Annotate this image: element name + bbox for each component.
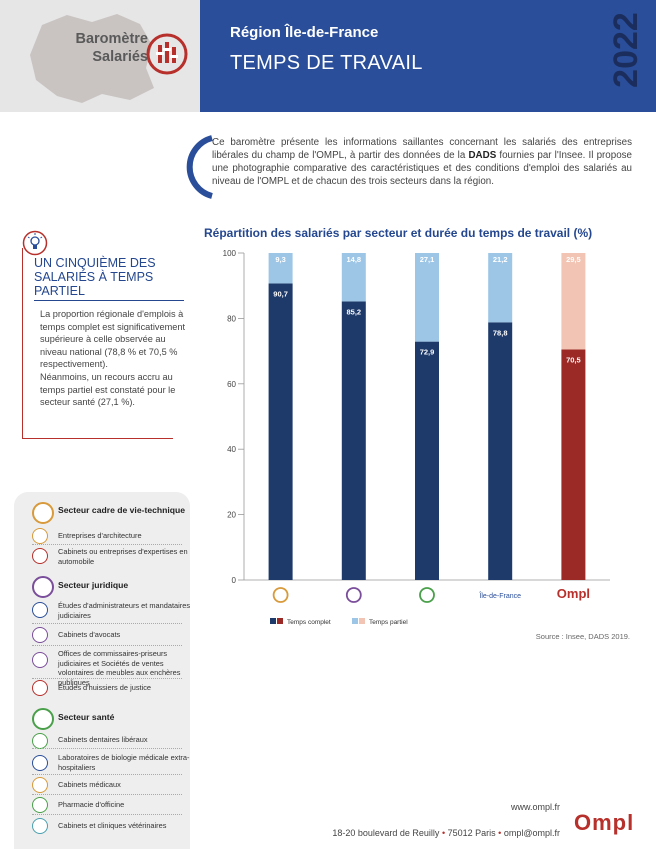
divider <box>32 774 182 775</box>
category-label: Île-de-France <box>478 591 521 600</box>
bar-temps-partiel <box>488 253 513 323</box>
health-cross-icon <box>32 708 54 730</box>
footer-address: 18-20 boulevard de Reuilly • 75012 Paris… <box>332 828 560 838</box>
bar-temps-complet <box>268 283 293 580</box>
y-tick-label: 100 <box>223 249 237 258</box>
bar-temps-complet <box>415 341 439 580</box>
sector-item: Cabinets dentaires libéraux <box>58 735 148 744</box>
page-title: TEMPS DE TRAVAIL <box>230 52 423 74</box>
data-label-complet: 70,5 <box>566 355 581 364</box>
footer-url[interactable]: www.ompl.fr <box>510 802 560 812</box>
chart-title: Répartition des salariés par secteur et … <box>204 226 593 240</box>
car-icon <box>32 548 48 564</box>
key-finding-title: UN CINQUIÈME DES SALARIÉS À TEMPS PARTIE… <box>34 256 156 298</box>
architecture-icon <box>32 528 48 544</box>
region-name: Région Île-de-France <box>230 24 379 41</box>
sector-item: Pharmacie d'officine <box>58 800 125 809</box>
y-tick-label: 40 <box>227 445 236 454</box>
y-tick-label: 80 <box>227 314 236 323</box>
data-label-complet: 78,8 <box>493 328 508 337</box>
sector-item: Cabinets médicaux <box>58 780 121 789</box>
legend-swatch-complet-ompl <box>277 618 283 624</box>
bar-temps-partiel <box>268 253 293 284</box>
divider <box>32 623 182 624</box>
data-label-partiel: 21,2 <box>493 255 508 264</box>
sector-item: Offices de commissaires-priseurs judicia… <box>58 649 181 687</box>
gavel-icon <box>32 652 48 668</box>
health-cross-icon <box>419 587 435 603</box>
sector-item: Entreprises d'architecture <box>58 531 142 540</box>
cadre-de-vie-icon <box>272 587 289 603</box>
data-label-complet: 90,7 <box>273 289 288 298</box>
scales-of-justice-icon <box>32 576 54 598</box>
bar-temps-complet <box>561 349 586 580</box>
divider <box>32 814 182 815</box>
sector-item: Cabinets ou entreprises d'expertises en … <box>58 547 188 566</box>
divider <box>32 794 182 795</box>
legend-swatch-complet-main <box>270 618 276 624</box>
y-tick-label: 0 <box>232 576 237 585</box>
pharmacy-cross-icon <box>32 797 48 813</box>
sector-title-juridique: Secteur juridique <box>58 580 129 590</box>
key-finding-box: UN CINQUIÈME DES SALARIÉS À TEMPS PARTIE… <box>22 230 190 439</box>
legend-swatch-partiel-main <box>352 618 358 624</box>
category-label: Ompl <box>557 586 590 601</box>
paw-icon <box>32 818 48 834</box>
intro-bracket-icon <box>186 135 213 199</box>
sector-item: Études d'administrateurs et mandataires … <box>58 601 191 620</box>
sector-item: Laboratoires de biologie médicale extra-… <box>58 753 190 772</box>
key-finding-divider <box>34 300 184 301</box>
brand-title: Baromètre Salariés <box>75 31 148 65</box>
sector-item: Études d'huissiers de justice <box>58 683 152 692</box>
tooth-icon <box>32 733 48 749</box>
data-label-partiel: 29,5 <box>566 255 581 264</box>
scales-of-justice-icon <box>345 587 362 603</box>
stethoscope-icon <box>32 777 48 793</box>
bar-temps-partiel <box>341 253 366 302</box>
sector-sidebar: Secteur cadre de vie-technique Entrepris… <box>14 492 190 849</box>
sector-title-cadre: Secteur cadre de vie-technique <box>58 505 186 515</box>
year-label: 2022 <box>607 12 645 88</box>
barometer-icon <box>146 33 188 75</box>
lab-flask-icon <box>32 755 48 771</box>
legend-label-complet: Temps complet <box>287 619 331 626</box>
header-brand-area: Baromètre Salariés <box>0 0 200 112</box>
bar-temps-complet <box>488 322 513 580</box>
cadre-de-vie-icon <box>32 502 54 524</box>
divider <box>32 748 182 749</box>
y-tick-label: 60 <box>227 380 236 389</box>
region-map-shape <box>30 14 154 103</box>
intro-paragraph: Ce baromètre présente les informations s… <box>212 137 632 187</box>
ompl-logo: Ompl <box>574 810 635 835</box>
bar-temps-complet <box>341 301 366 580</box>
data-label-partiel: 14,8 <box>346 255 361 264</box>
intro-bold: DADS <box>468 150 497 161</box>
building-icon <box>32 602 48 618</box>
data-label-complet: 72,9 <box>420 348 435 357</box>
sector-item: Cabinets et cliniques vétérinaires <box>58 821 167 830</box>
legend-label-partiel: Temps partiel <box>369 619 408 626</box>
divider <box>32 678 182 679</box>
divider <box>32 544 182 545</box>
key-finding-border <box>22 248 173 439</box>
lawyer-icon <box>32 627 48 643</box>
data-label-partiel: 9,3 <box>275 255 285 264</box>
header-banner: Région Île-de-France TEMPS DE TRAVAIL 20… <box>200 0 656 112</box>
y-tick-label: 20 <box>227 511 236 520</box>
bar-temps-partiel <box>415 253 439 342</box>
data-label-complet: 85,2 <box>346 307 361 316</box>
sector-item: Cabinets d'avocats <box>58 630 121 639</box>
legend-swatch-partiel-ompl <box>359 618 365 624</box>
chart-source: Source : Insee, DADS 2019. <box>535 632 630 641</box>
bailiff-icon <box>32 680 48 696</box>
bar-temps-partiel <box>561 253 586 350</box>
lightbulb-icon <box>22 230 48 256</box>
footer-email[interactable]: ompl@ompl.fr <box>503 828 560 838</box>
key-finding-text: La proportion régionale d'emplois à temp… <box>40 309 186 408</box>
sector-title-sante: Secteur santé <box>58 712 115 722</box>
data-label-partiel: 27,1 <box>420 255 435 264</box>
divider <box>32 645 182 646</box>
